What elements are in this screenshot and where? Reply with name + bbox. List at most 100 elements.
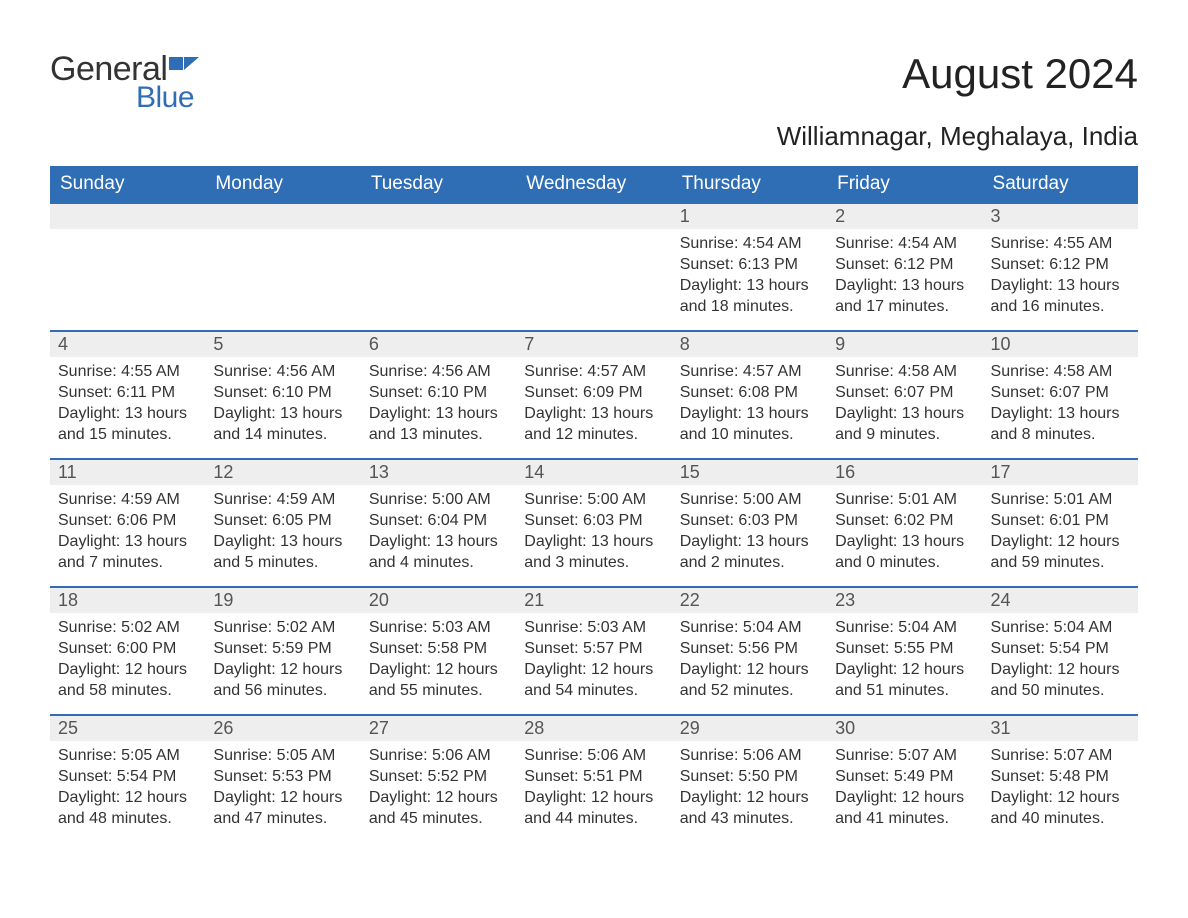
sunrise-line: Sunrise: 5:01 AM — [991, 489, 1130, 510]
daylight-line: Daylight: 13 hours and 8 minutes. — [991, 403, 1130, 445]
daylight-line: Daylight: 13 hours and 16 minutes. — [991, 275, 1130, 317]
daylight-line: Daylight: 13 hours and 2 minutes. — [680, 531, 819, 573]
header: General Blue August 2024 — [50, 50, 1138, 115]
sunrise-line: Sunrise: 4:57 AM — [680, 361, 819, 382]
sunrise-line: Sunrise: 5:05 AM — [58, 745, 197, 766]
day-number: 18 — [50, 588, 205, 613]
day-number: 1 — [672, 204, 827, 229]
day-number: 25 — [50, 716, 205, 741]
logo-flag-icon — [169, 57, 199, 82]
day-number — [50, 204, 205, 229]
sunset-line: Sunset: 5:54 PM — [991, 638, 1130, 659]
sunset-line: Sunset: 5:58 PM — [369, 638, 508, 659]
day-body: Sunrise: 4:56 AMSunset: 6:10 PMDaylight:… — [205, 357, 360, 451]
calendar-day: 8Sunrise: 4:57 AMSunset: 6:08 PMDaylight… — [672, 331, 827, 459]
calendar-table: SundayMondayTuesdayWednesdayThursdayFrid… — [50, 166, 1138, 843]
daylight-line: Daylight: 12 hours and 55 minutes. — [369, 659, 508, 701]
day-body: Sunrise: 5:02 AMSunset: 6:00 PMDaylight:… — [50, 613, 205, 707]
sunset-line: Sunset: 6:11 PM — [58, 382, 197, 403]
sunrise-line: Sunrise: 5:06 AM — [680, 745, 819, 766]
sunset-line: Sunset: 5:48 PM — [991, 766, 1130, 787]
day-body: Sunrise: 4:58 AMSunset: 6:07 PMDaylight:… — [983, 357, 1138, 451]
sunrise-line: Sunrise: 5:02 AM — [58, 617, 197, 638]
calendar-day: 7Sunrise: 4:57 AMSunset: 6:09 PMDaylight… — [516, 331, 671, 459]
weekday-header: Thursday — [672, 166, 827, 203]
sunset-line: Sunset: 5:52 PM — [369, 766, 508, 787]
daylight-line: Daylight: 12 hours and 41 minutes. — [835, 787, 974, 829]
sunset-line: Sunset: 6:07 PM — [835, 382, 974, 403]
sunset-line: Sunset: 6:07 PM — [991, 382, 1130, 403]
sunset-line: Sunset: 6:03 PM — [524, 510, 663, 531]
daylight-line: Daylight: 13 hours and 18 minutes. — [680, 275, 819, 317]
calendar-day: 28Sunrise: 5:06 AMSunset: 5:51 PMDayligh… — [516, 715, 671, 843]
sunset-line: Sunset: 5:54 PM — [58, 766, 197, 787]
day-number: 6 — [361, 332, 516, 357]
day-number: 22 — [672, 588, 827, 613]
day-number: 19 — [205, 588, 360, 613]
sunrise-line: Sunrise: 4:58 AM — [835, 361, 974, 382]
day-number — [516, 204, 671, 229]
logo: General Blue — [50, 50, 199, 115]
sunrise-line: Sunrise: 5:00 AM — [524, 489, 663, 510]
calendar-day: 16Sunrise: 5:01 AMSunset: 6:02 PMDayligh… — [827, 459, 982, 587]
sunset-line: Sunset: 6:10 PM — [213, 382, 352, 403]
day-number: 16 — [827, 460, 982, 485]
calendar-day: 6Sunrise: 4:56 AMSunset: 6:10 PMDaylight… — [361, 331, 516, 459]
day-body — [516, 229, 671, 239]
daylight-line: Daylight: 13 hours and 0 minutes. — [835, 531, 974, 573]
sunrise-line: Sunrise: 5:04 AM — [991, 617, 1130, 638]
sunset-line: Sunset: 5:59 PM — [213, 638, 352, 659]
sunset-line: Sunset: 5:53 PM — [213, 766, 352, 787]
day-number: 14 — [516, 460, 671, 485]
day-body: Sunrise: 5:00 AMSunset: 6:03 PMDaylight:… — [516, 485, 671, 579]
sunrise-line: Sunrise: 4:54 AM — [835, 233, 974, 254]
day-number: 12 — [205, 460, 360, 485]
day-body: Sunrise: 4:54 AMSunset: 6:12 PMDaylight:… — [827, 229, 982, 323]
day-body: Sunrise: 5:06 AMSunset: 5:52 PMDaylight:… — [361, 741, 516, 835]
day-number: 21 — [516, 588, 671, 613]
daylight-line: Daylight: 12 hours and 50 minutes. — [991, 659, 1130, 701]
day-number: 7 — [516, 332, 671, 357]
day-body: Sunrise: 5:04 AMSunset: 5:55 PMDaylight:… — [827, 613, 982, 707]
day-body: Sunrise: 5:07 AMSunset: 5:48 PMDaylight:… — [983, 741, 1138, 835]
sunrise-line: Sunrise: 5:04 AM — [680, 617, 819, 638]
daylight-line: Daylight: 12 hours and 54 minutes. — [524, 659, 663, 701]
sunrise-line: Sunrise: 4:55 AM — [991, 233, 1130, 254]
sunset-line: Sunset: 6:01 PM — [991, 510, 1130, 531]
daylight-line: Daylight: 13 hours and 3 minutes. — [524, 531, 663, 573]
sunset-line: Sunset: 5:49 PM — [835, 766, 974, 787]
daylight-line: Daylight: 13 hours and 9 minutes. — [835, 403, 974, 445]
day-number: 11 — [50, 460, 205, 485]
day-body: Sunrise: 5:05 AMSunset: 5:53 PMDaylight:… — [205, 741, 360, 835]
daylight-line: Daylight: 12 hours and 48 minutes. — [58, 787, 197, 829]
sunrise-line: Sunrise: 4:55 AM — [58, 361, 197, 382]
location-label: Williamnagar, Meghalaya, India — [50, 121, 1138, 152]
day-body: Sunrise: 5:00 AMSunset: 6:04 PMDaylight:… — [361, 485, 516, 579]
sunset-line: Sunset: 6:13 PM — [680, 254, 819, 275]
calendar-day: 22Sunrise: 5:04 AMSunset: 5:56 PMDayligh… — [672, 587, 827, 715]
weekday-header: Monday — [205, 166, 360, 203]
sunrise-line: Sunrise: 5:00 AM — [680, 489, 819, 510]
calendar-day: 1Sunrise: 4:54 AMSunset: 6:13 PMDaylight… — [672, 203, 827, 331]
sunrise-line: Sunrise: 5:04 AM — [835, 617, 974, 638]
daylight-line: Daylight: 13 hours and 7 minutes. — [58, 531, 197, 573]
day-number: 8 — [672, 332, 827, 357]
day-body: Sunrise: 5:05 AMSunset: 5:54 PMDaylight:… — [50, 741, 205, 835]
day-number: 3 — [983, 204, 1138, 229]
calendar-day: 27Sunrise: 5:06 AMSunset: 5:52 PMDayligh… — [361, 715, 516, 843]
calendar-day: 23Sunrise: 5:04 AMSunset: 5:55 PMDayligh… — [827, 587, 982, 715]
day-number: 31 — [983, 716, 1138, 741]
daylight-line: Daylight: 12 hours and 45 minutes. — [369, 787, 508, 829]
calendar-day: 21Sunrise: 5:03 AMSunset: 5:57 PMDayligh… — [516, 587, 671, 715]
weekday-header: Saturday — [983, 166, 1138, 203]
sunrise-line: Sunrise: 5:07 AM — [835, 745, 974, 766]
sunset-line: Sunset: 5:50 PM — [680, 766, 819, 787]
sunset-line: Sunset: 6:10 PM — [369, 382, 508, 403]
day-number: 27 — [361, 716, 516, 741]
calendar-page: General Blue August 2024 Williamnagar, M… — [0, 0, 1188, 873]
calendar-week: 1Sunrise: 4:54 AMSunset: 6:13 PMDaylight… — [50, 203, 1138, 331]
daylight-line: Daylight: 13 hours and 13 minutes. — [369, 403, 508, 445]
sunrise-line: Sunrise: 4:56 AM — [213, 361, 352, 382]
calendar-body: 1Sunrise: 4:54 AMSunset: 6:13 PMDaylight… — [50, 203, 1138, 843]
sunrise-line: Sunrise: 5:01 AM — [835, 489, 974, 510]
